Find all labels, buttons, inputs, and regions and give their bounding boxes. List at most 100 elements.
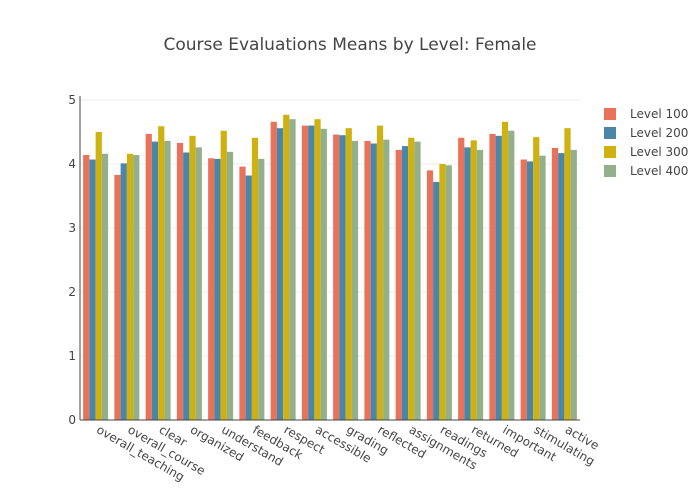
bar-group-important: [489, 121, 515, 421]
bar-clear-level-400[interactable]: [164, 140, 171, 420]
legend-label: Level 100: [630, 107, 688, 121]
bar-important-level-200[interactable]: [495, 135, 502, 420]
legend-item-level-300[interactable]: Level 300: [604, 145, 688, 159]
legend-swatch: [604, 165, 616, 177]
bar-readings-level-400[interactable]: [445, 165, 452, 420]
bar-understand-level-300[interactable]: [220, 130, 227, 420]
bar-accessible-level-300[interactable]: [314, 119, 321, 420]
bar-grading-level-200[interactable]: [339, 135, 346, 420]
bar-reflected-level-300[interactable]: [376, 125, 384, 420]
bar-readings-level-100[interactable]: [426, 170, 434, 420]
bar-group-stimulating: [520, 137, 546, 420]
bar-overall_course-level-300[interactable]: [126, 153, 134, 420]
bar-group-reflected: [364, 125, 390, 420]
bar-group-overall_teaching: [83, 132, 109, 421]
legend[interactable]: Level 100 Level 200 Level 300 Level 400: [604, 107, 688, 178]
bar-important-level-400[interactable]: [508, 130, 515, 420]
legend-label: Level 300: [630, 145, 688, 159]
bar-group-returned: [458, 137, 484, 421]
bar-feedback-level-200[interactable]: [245, 175, 252, 420]
bars-layer: [83, 114, 577, 421]
bar-stimulating-level-400[interactable]: [539, 155, 546, 420]
bar-group-active: [551, 128, 577, 421]
bar-overall_course-level-100[interactable]: [114, 174, 121, 420]
bar-important-level-100[interactable]: [489, 133, 496, 421]
bar-reflected-level-100[interactable]: [364, 140, 371, 420]
bar-clear-level-200[interactable]: [151, 141, 159, 420]
bar-overall_teaching-level-400[interactable]: [101, 153, 109, 420]
bar-respect-level-300[interactable]: [283, 114, 290, 420]
bar-returned-level-100[interactable]: [458, 137, 465, 420]
bar-reflected-level-400[interactable]: [383, 139, 390, 420]
bar-active-level-100[interactable]: [551, 148, 559, 420]
legend-swatch: [604, 146, 616, 158]
bar-overall_teaching-level-100[interactable]: [83, 155, 90, 421]
y-tick-label: 4: [68, 157, 76, 171]
bar-respect-level-200[interactable]: [276, 128, 284, 420]
bar-returned-level-300[interactable]: [470, 140, 477, 420]
bar-accessible-level-400[interactable]: [320, 128, 327, 421]
bar-understand-level-200[interactable]: [214, 158, 221, 420]
bar-understand-level-100[interactable]: [208, 158, 215, 421]
bar-accessible-level-200[interactable]: [308, 125, 315, 420]
bar-organized-level-400[interactable]: [195, 147, 202, 421]
y-tick-label: 3: [68, 221, 76, 235]
y-tick-labels: 0 1 2 3 4 5: [68, 93, 76, 427]
bar-group-feedback: [239, 137, 265, 420]
bar-respect-level-400[interactable]: [289, 119, 296, 420]
bar-overall_course-level-400[interactable]: [133, 155, 140, 421]
bar-group-overall_course: [114, 153, 140, 421]
bar-group-readings: [426, 164, 452, 420]
legend-swatch: [604, 127, 616, 139]
bar-grading-level-400[interactable]: [351, 140, 359, 420]
bar-clear-level-100[interactable]: [145, 133, 152, 421]
bar-organized-level-200[interactable]: [183, 152, 190, 421]
bar-returned-level-400[interactable]: [476, 149, 484, 421]
bar-feedback-level-400[interactable]: [258, 158, 265, 420]
bar-respect-level-100[interactable]: [270, 121, 277, 420]
y-tick-label: 0: [68, 413, 76, 427]
bar-assignments-level-100[interactable]: [395, 149, 402, 421]
bar-active-level-200[interactable]: [558, 153, 565, 420]
bar-group-accessible: [301, 119, 327, 421]
bar-assignments-level-400[interactable]: [414, 141, 421, 420]
bar-clear-level-300[interactable]: [158, 126, 165, 421]
bar-feedback-level-300[interactable]: [251, 137, 259, 420]
bar-group-organized: [176, 135, 202, 421]
bar-understand-level-400[interactable]: [226, 151, 234, 420]
bar-returned-level-200[interactable]: [464, 147, 471, 421]
bar-feedback-level-100[interactable]: [239, 166, 246, 420]
bar-active-level-400[interactable]: [570, 149, 577, 421]
bar-stimulating-level-200[interactable]: [526, 161, 534, 420]
bar-overall_teaching-level-300[interactable]: [95, 132, 102, 420]
bar-stimulating-level-100[interactable]: [520, 159, 527, 420]
y-tick-label: 5: [68, 93, 76, 107]
y-tick-label: 1: [68, 349, 76, 363]
bar-reflected-level-200[interactable]: [370, 143, 377, 420]
bar-readings-level-300[interactable]: [439, 164, 446, 420]
chart-title: Course Evaluations Means by Level: Femal…: [163, 35, 536, 55]
bar-overall_course-level-200[interactable]: [120, 163, 127, 421]
axes-layer: [79, 96, 580, 421]
bar-group-respect: [270, 114, 296, 420]
bar-organized-level-100[interactable]: [176, 142, 184, 420]
legend-item-level-400[interactable]: Level 400: [604, 164, 688, 178]
bar-assignments-level-200[interactable]: [401, 146, 409, 420]
bar-group-clear: [145, 126, 171, 421]
bar-stimulating-level-300[interactable]: [533, 137, 540, 420]
bar-overall_teaching-level-200[interactable]: [89, 159, 96, 420]
bar-grading-level-300[interactable]: [345, 128, 352, 420]
bar-grading-level-100[interactable]: [333, 134, 340, 420]
bar-active-level-300[interactable]: [564, 128, 571, 420]
legend-swatch: [604, 108, 616, 120]
bar-group-understand: [208, 130, 234, 421]
bar-assignments-level-300[interactable]: [408, 137, 415, 420]
bar-important-level-300[interactable]: [501, 121, 509, 420]
bar-readings-level-200[interactable]: [433, 181, 440, 420]
bar-accessible-level-100[interactable]: [301, 125, 309, 420]
legend-label: Level 200: [630, 126, 688, 140]
bar-organized-level-300[interactable]: [189, 135, 196, 420]
legend-item-level-100[interactable]: Level 100: [604, 107, 688, 121]
legend-item-level-200[interactable]: Level 200: [604, 126, 688, 140]
